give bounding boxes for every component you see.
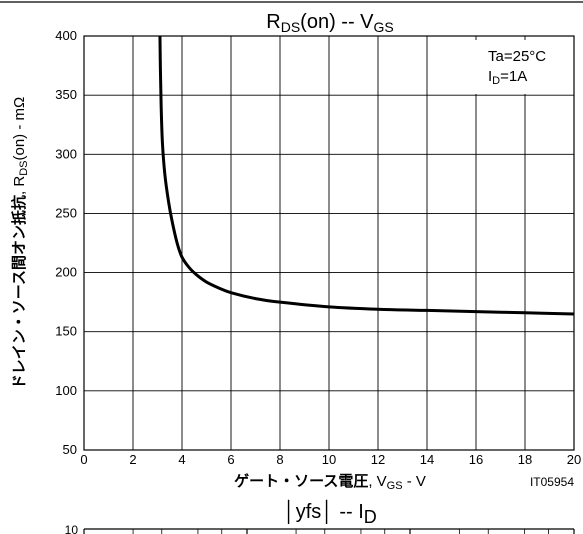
conditions-box [466, 40, 571, 94]
gridlines [84, 36, 574, 450]
y-tick-label: 50 [63, 442, 77, 457]
figure-id: IT05954 [530, 475, 574, 489]
y-tick-label: 100 [55, 383, 77, 398]
x-tick-label: 8 [276, 452, 283, 467]
x-tick-label: 10 [322, 452, 336, 467]
plot-area: 0 2 4 6 8 10 12 14 16 18 20 50 100 150 200 250 300 350 40… [55, 28, 581, 467]
x-tick-label: 0 [80, 452, 87, 467]
y-tick-label: 200 [55, 265, 77, 280]
x-tick-label: 20 [567, 452, 581, 467]
y-tick-labels: 50 100 150 200 250 300 350 400 [55, 28, 77, 457]
series-line [158, 35, 575, 316]
y-tick-label: 250 [55, 205, 77, 220]
condition-temperature: Ta=25°C [488, 48, 546, 65]
x-tick-label: 6 [227, 452, 234, 467]
y-tick-label: 150 [55, 324, 77, 339]
y-tick-label: 300 [55, 146, 77, 161]
x-tick-labels: 0 2 4 6 8 10 12 14 16 18 20 [80, 452, 581, 467]
y-axis-label: ドレイン・ソース間オン抵抗, RDS(on) - mΩ [10, 97, 30, 389]
x-axis-label: ゲート・ソース電圧, VGS - V [234, 472, 426, 492]
x-tick-label: 2 [129, 452, 136, 467]
next-chart-gridlines [83, 529, 575, 534]
next-chart-y-tick: 10 [65, 523, 79, 534]
y-tick-label: 400 [55, 28, 77, 43]
x-tick-label: 14 [420, 452, 434, 467]
next-chart-title: │yfs│ -- ID [283, 499, 377, 527]
x-tick-label: 18 [518, 452, 532, 467]
x-tick-label: 16 [469, 452, 483, 467]
y-tick-label: 350 [55, 87, 77, 102]
x-tick-label: 12 [371, 452, 385, 467]
chart-title: RDS(on) -- VGS [266, 11, 393, 35]
x-tick-label: 4 [178, 452, 185, 467]
condition-drain-current: ID=1A [488, 68, 527, 87]
